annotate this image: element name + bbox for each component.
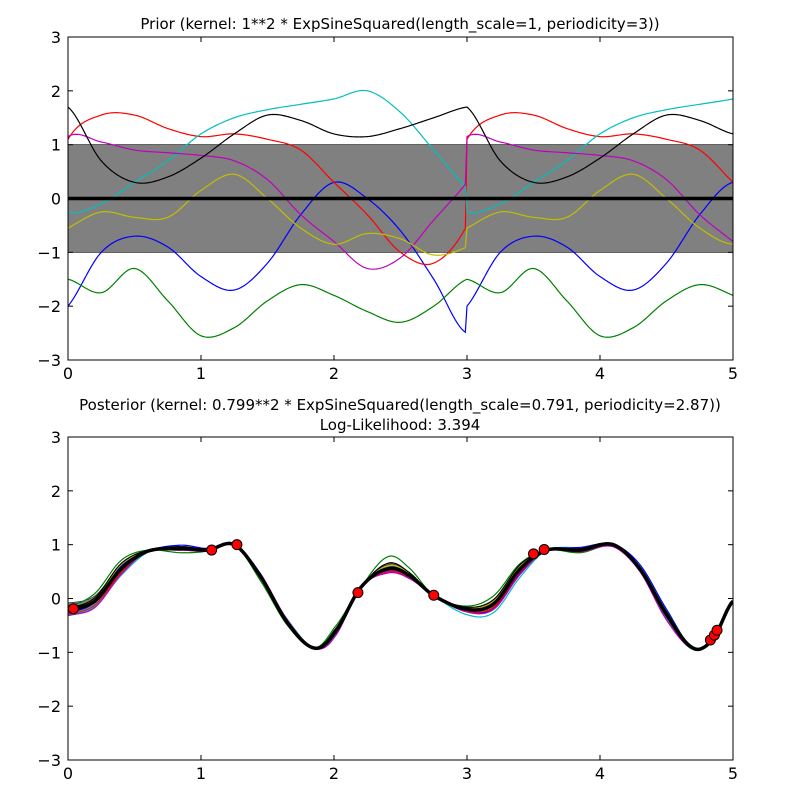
observation-point [68, 603, 79, 615]
y-tick-label: 3 [51, 428, 61, 447]
y-tick-label: 2 [51, 482, 61, 501]
y-tick-label: 0 [51, 190, 61, 209]
observation-point [528, 548, 539, 560]
observation-point [206, 544, 218, 556]
y-tick-label: 3 [51, 28, 61, 47]
y-tick-label: −3 [37, 751, 61, 770]
x-tick-label: 2 [329, 764, 339, 783]
prior-sample-line [68, 133, 733, 270]
y-tick-label: −1 [37, 643, 61, 662]
x-tick-label: 5 [728, 764, 738, 783]
posterior-mean-line [68, 541, 733, 652]
prior-sample-line [68, 89, 733, 214]
prior-title: Prior (kernel: 1**2 * ExpSineSquared(len… [140, 15, 659, 34]
x-tick-label: 4 [595, 764, 605, 783]
y-tick-label: −1 [37, 243, 61, 262]
y-tick-label: −2 [37, 697, 61, 716]
y-tick-label: 2 [51, 82, 61, 101]
prior-ticks: 0 1 2 3 4 5 −3 −2 −1 0 1 2 3 [37, 28, 738, 383]
x-tick-label: 4 [595, 364, 605, 383]
posterior-subtitle: Log-Likelihood: 3.394 [320, 416, 481, 434]
posterior-title: Posterior (kernel: 0.799**2 * ExpSineSqu… [79, 396, 721, 415]
x-tick-label: 0 [63, 764, 73, 783]
prior-sample-line [68, 106, 733, 184]
prior-sample-line [68, 173, 733, 256]
y-tick-label: 1 [51, 536, 61, 555]
x-tick-label: 1 [196, 764, 206, 783]
posterior-chart: Posterior (kernel: 0.799**2 * ExpSineSqu… [37, 396, 738, 783]
y-tick-label: 1 [51, 136, 61, 155]
observation-point [711, 624, 723, 636]
posterior-ticks: 0 1 2 3 4 5 −3 −2 −1 0 1 2 3 [37, 428, 738, 783]
x-tick-label: 2 [329, 364, 339, 383]
x-tick-label: 1 [196, 364, 206, 383]
prior-plot-area [68, 89, 733, 338]
y-tick-label: −2 [37, 297, 61, 316]
x-tick-label: 3 [462, 364, 472, 383]
prior-sample-line [68, 112, 733, 266]
observation-point [352, 587, 364, 599]
y-tick-label: 0 [51, 590, 61, 609]
x-tick-label: 0 [63, 364, 73, 383]
observation-point [231, 539, 243, 551]
observation-point [428, 589, 440, 601]
prior-sample-line [68, 181, 733, 334]
x-tick-label: 5 [728, 364, 738, 383]
x-tick-label: 3 [462, 764, 472, 783]
prior-chart: Prior (kernel: 1**2 * ExpSineSquared(len… [37, 15, 738, 383]
y-tick-label: −3 [37, 351, 61, 370]
observation-point [538, 544, 550, 556]
prior-sample-line [68, 267, 733, 338]
posterior-plot-area [68, 539, 733, 652]
